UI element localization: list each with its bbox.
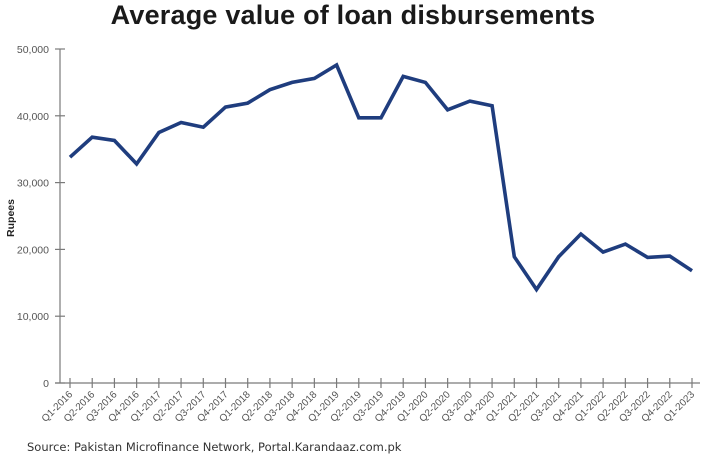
- data-series: [68, 62, 693, 293]
- y-tick-label: 40,000: [17, 111, 49, 123]
- source-note: Source: Pakistan Microfinance Network, P…: [27, 440, 402, 454]
- y-tick-label: 30,000: [17, 178, 49, 190]
- y-tick-label: 50,000: [17, 44, 49, 56]
- y-tick-label: 0: [43, 378, 49, 390]
- series-line: [68, 62, 693, 293]
- y-tick-label: 20,000: [17, 244, 49, 256]
- y-axis: 0 10,000 20,000 30,000 40,000 50,000: [17, 44, 65, 390]
- y-tick-label: 10,000: [17, 311, 49, 323]
- chart-title: Average value of loan disbursements: [110, 0, 596, 30]
- x-axis: Q1-2016Q2-2016Q3-2016Q4-2016Q1-2017Q2-20…: [40, 378, 700, 425]
